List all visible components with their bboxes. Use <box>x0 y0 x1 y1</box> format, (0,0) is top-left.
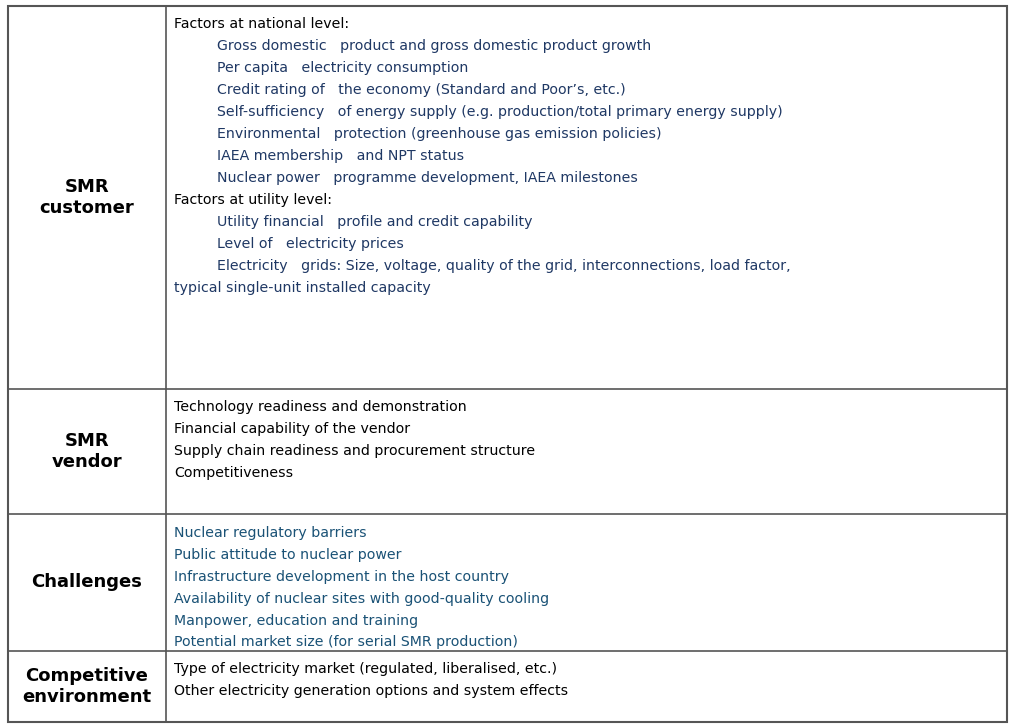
Text: Level of   electricity prices: Level of electricity prices <box>216 237 404 250</box>
Text: typical single-unit installed capacity: typical single-unit installed capacity <box>174 280 430 295</box>
Text: Type of electricity market (regulated, liberalised, etc.): Type of electricity market (regulated, l… <box>174 662 557 676</box>
Text: Availability of nuclear sites with good-quality cooling: Availability of nuclear sites with good-… <box>174 592 549 606</box>
Text: Factors at national level:: Factors at national level: <box>174 17 349 31</box>
Text: Gross domestic   product and gross domestic product growth: Gross domestic product and gross domesti… <box>216 39 651 53</box>
Text: Manpower, education and training: Manpower, education and training <box>174 614 418 628</box>
Text: Nuclear regulatory barriers: Nuclear regulatory barriers <box>174 526 366 539</box>
Text: Supply chain readiness and procurement structure: Supply chain readiness and procurement s… <box>174 444 535 458</box>
Text: Financial capability of the vendor: Financial capability of the vendor <box>174 422 410 436</box>
Text: Challenges: Challenges <box>31 574 142 591</box>
Text: IAEA membership   and NPT status: IAEA membership and NPT status <box>216 149 464 163</box>
Text: Credit rating of   the economy (Standard and Poor’s, etc.): Credit rating of the economy (Standard a… <box>216 83 625 97</box>
Text: Other electricity generation options and system effects: Other electricity generation options and… <box>174 684 568 697</box>
Text: Utility financial   profile and credit capability: Utility financial profile and credit cap… <box>216 215 532 229</box>
Text: Per capita   electricity consumption: Per capita electricity consumption <box>216 61 468 75</box>
Text: Electricity   grids: Size, voltage, quality of the grid, interconnections, load : Electricity grids: Size, voltage, qualit… <box>216 258 791 272</box>
Text: Nuclear power   programme development, IAEA milestones: Nuclear power programme development, IAE… <box>216 171 637 185</box>
Text: Competitive
environment: Competitive environment <box>22 667 151 705</box>
Text: SMR
customer: SMR customer <box>40 178 134 217</box>
Text: Environmental   protection (greenhouse gas emission policies): Environmental protection (greenhouse gas… <box>216 127 661 141</box>
Text: SMR
vendor: SMR vendor <box>52 432 123 471</box>
Text: Public attitude to nuclear power: Public attitude to nuclear power <box>174 547 402 561</box>
Text: Competitiveness: Competitiveness <box>174 466 293 480</box>
Text: Technology readiness and demonstration: Technology readiness and demonstration <box>174 400 467 414</box>
Text: Self-sufficiency   of energy supply (e.g. production/total primary energy supply: Self-sufficiency of energy supply (e.g. … <box>216 105 783 119</box>
Text: Potential market size (for serial SMR production): Potential market size (for serial SMR pr… <box>174 636 518 649</box>
Text: Infrastructure development in the host country: Infrastructure development in the host c… <box>174 569 510 584</box>
Text: Factors at utility level:: Factors at utility level: <box>174 193 332 207</box>
